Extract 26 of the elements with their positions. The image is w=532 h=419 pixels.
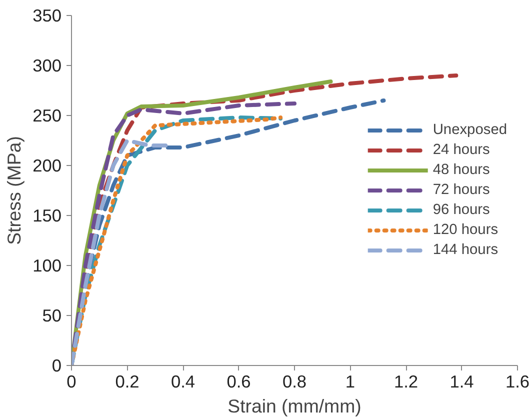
legend-label: 120 hours	[432, 222, 498, 238]
y-tick-label: 150	[32, 206, 62, 226]
legend-label: 96 hours	[432, 202, 490, 218]
x-tick-label: 1.4	[450, 372, 474, 392]
legend-label: 72 hours	[432, 182, 490, 198]
y-tick-label: 50	[42, 306, 62, 326]
y-tick-label: 350	[32, 6, 62, 26]
x-tick-label: 1	[345, 372, 356, 392]
x-tick-label: 1.6	[505, 372, 530, 392]
legend-label: 24 hours	[432, 142, 490, 158]
y-tick-label: 250	[32, 106, 62, 126]
x-tick-label: 0.8	[282, 372, 307, 392]
legend-label: 144 hours	[432, 242, 498, 258]
y-tick-label: 300	[32, 56, 62, 76]
x-tick-label: 0	[66, 372, 76, 392]
x-tick-label: 0.2	[115, 372, 140, 392]
x-tick-label: 0.6	[226, 372, 251, 392]
y-tick-label: 200	[32, 156, 62, 176]
y-tick-label: 100	[32, 256, 62, 276]
x-tick-label: 1.2	[394, 372, 418, 392]
legend-label: 48 hours	[432, 162, 490, 178]
legend-label: Unexposed	[432, 122, 507, 138]
x-axis-title: Strain (mm/mm)	[228, 396, 362, 416]
y-axis-title: Stress (MPa)	[4, 136, 25, 245]
x-tick-label: 0.4	[170, 372, 196, 392]
y-tick-label: 0	[52, 356, 62, 376]
